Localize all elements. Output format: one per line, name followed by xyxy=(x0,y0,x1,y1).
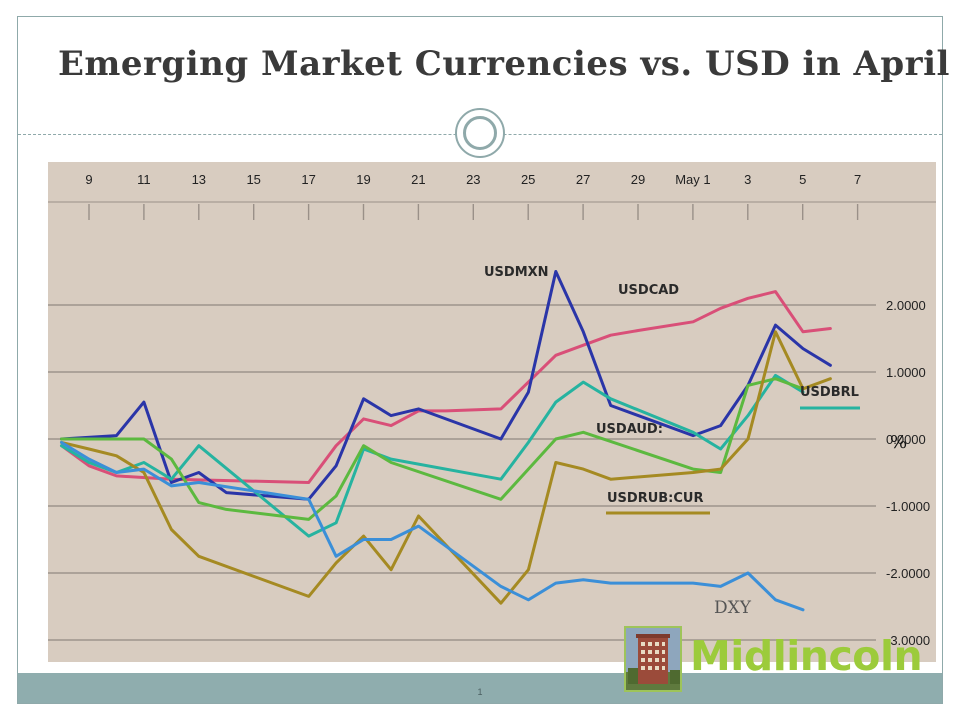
x-tick-label: 19 xyxy=(356,172,370,187)
legend-layer: USDMXN USDCAD USDBRL USDAUD: USDRUB:CUR … xyxy=(484,265,907,618)
dxy-label: DXY xyxy=(714,598,752,618)
x-tick-label: 7 xyxy=(854,172,861,187)
y-tick-label: 0.0000 xyxy=(886,432,926,447)
x-tick-label: 25 xyxy=(521,172,535,187)
y-tick-label: 2.0000 xyxy=(886,298,926,313)
page-number: 1 xyxy=(477,687,483,697)
usdcad-label: USDCAD xyxy=(618,283,679,298)
x-tick-label: 29 xyxy=(631,172,645,187)
x-tick-label: 15 xyxy=(246,172,260,187)
midlincoln-logo-text: Midlincoln xyxy=(690,632,923,680)
series-layer xyxy=(60,270,832,612)
y-tick-label: -3.0000 xyxy=(886,633,930,648)
plot-background xyxy=(48,162,936,662)
x-tick-label: May 1 xyxy=(675,172,710,187)
x-tick-label: 17 xyxy=(301,172,315,187)
currency-line-chart: 2.00001.00000.0000-1.0000-2.0000-3.0000 … xyxy=(48,162,936,662)
slide-title: Emerging Market Currencies vs. USD in Ap… xyxy=(58,44,950,84)
footer-bar: 1 xyxy=(18,673,942,703)
usdmxn-label: USDMXN xyxy=(484,265,549,280)
y-tick-label: 1.0000 xyxy=(886,365,926,380)
y-tick-label: -2.0000 xyxy=(886,566,930,581)
usdbrl-label: USDBRL xyxy=(800,385,859,400)
grid-layer: 2.0000 1.0000 0.0000 -1.0000 -2.0000 -3.0000 xyxy=(48,201,936,648)
x-tick-label: 3 xyxy=(744,172,751,187)
y-tick-label: -1.0000 xyxy=(886,499,930,514)
building-photo-svg xyxy=(626,628,680,690)
series-line-usdbrl xyxy=(60,373,805,538)
usdrubcur-label: USDRUB:CUR xyxy=(607,491,704,506)
x-tick-label: 23 xyxy=(466,172,480,187)
building-photo-icon xyxy=(624,626,682,692)
x-tick-label: 21 xyxy=(411,172,425,187)
series-line-usdaud xyxy=(60,377,805,521)
slide-frame xyxy=(17,16,943,704)
decorative-circle-inner xyxy=(463,116,497,150)
x-axis-ticks: 9 11 13 15 17 19 21 23 25 27 29 May 1 3 5 7 xyxy=(85,172,861,220)
percent-unit-label: % xyxy=(890,432,907,453)
decorative-circle-icon xyxy=(455,108,505,158)
x-tick-label: 9 xyxy=(85,172,92,187)
x-tick-label: 11 xyxy=(137,172,151,187)
series-line-usdrubcur xyxy=(60,330,832,605)
usdaud-label: USDAUD: xyxy=(596,422,663,437)
x-tick-label: 27 xyxy=(576,172,590,187)
x-tick-label: 13 xyxy=(192,172,206,187)
x-tick-label: 5 xyxy=(799,172,806,187)
series-line-dxy xyxy=(60,440,805,612)
series-line-usdmxn xyxy=(60,270,832,501)
